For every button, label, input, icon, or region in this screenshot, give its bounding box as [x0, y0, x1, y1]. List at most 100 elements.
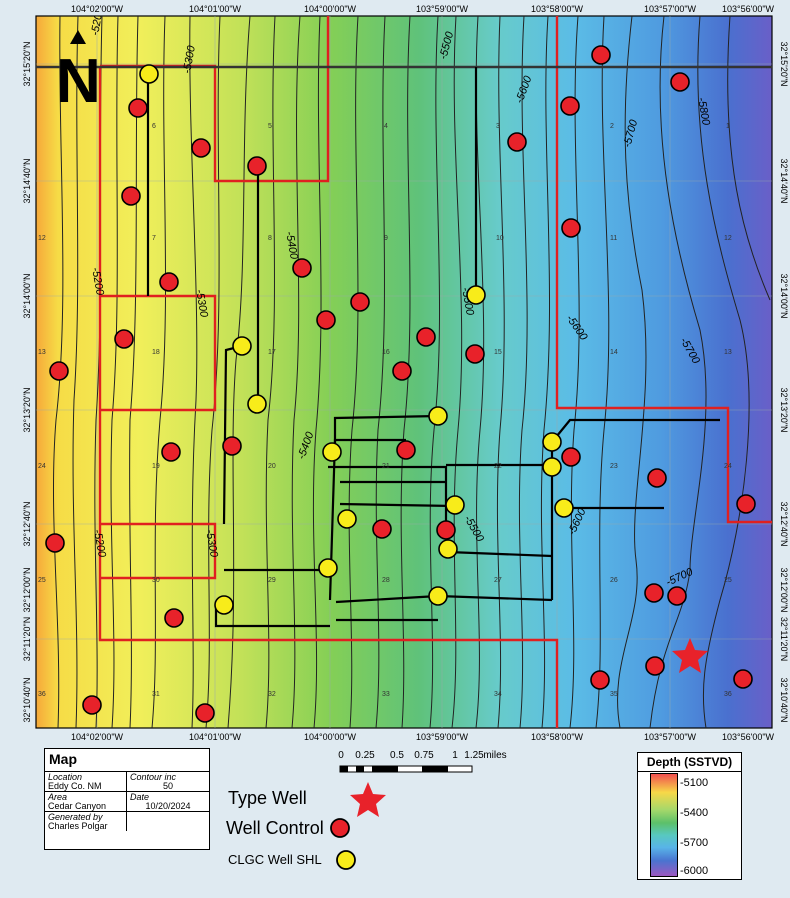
section-number: 30 — [152, 577, 160, 584]
depth-tick: -6000 — [680, 865, 709, 877]
depth-tick: -5400 — [680, 807, 709, 819]
svg-text:103°59'00"W: 103°59'00"W — [416, 732, 469, 742]
clgc-shl-marker — [139, 64, 159, 84]
section-number: 17 — [268, 349, 276, 356]
clgc-shl-marker — [542, 432, 562, 452]
legend-well-control-label: Well Control — [226, 818, 324, 838]
section-number: 12 — [38, 235, 46, 242]
svg-text:0.75: 0.75 — [414, 750, 434, 761]
well-control-marker — [128, 98, 148, 118]
section-number: 32 — [268, 691, 276, 698]
section-number: 14 — [610, 349, 618, 356]
depth-legend-title: Depth (SSTVD) — [638, 753, 741, 772]
well-control-marker — [114, 329, 134, 349]
well-control-marker — [591, 45, 611, 65]
svg-text:103°58'00"W: 103°58'00"W — [531, 4, 584, 14]
well-control-marker — [195, 703, 215, 723]
well-control-marker — [392, 361, 412, 381]
contour-label: -5200 — [89, 6, 106, 37]
contour-label: -5300 — [181, 44, 198, 75]
latitude-labels-left: 32°15'20"N 32°14'40"N 32°14'00"N 32°13'2… — [22, 41, 32, 722]
svg-text:32°10'40"N: 32°10'40"N — [779, 677, 789, 722]
well-control-marker — [670, 72, 690, 92]
svg-text:104°00'00"W: 104°00'00"W — [304, 4, 357, 14]
well-control-marker — [247, 156, 267, 176]
well-control-marker — [292, 258, 312, 278]
svg-text:32°14'40"N: 32°14'40"N — [779, 158, 789, 203]
svg-text:103°56'00"W: 103°56'00"W — [722, 732, 775, 742]
well-control-marker — [667, 586, 687, 606]
north-label: N — [56, 47, 101, 116]
well-control-marker — [507, 132, 527, 152]
well-control-marker — [465, 344, 485, 364]
legend-well-control-icon — [330, 818, 350, 838]
clgc-shl-marker — [438, 539, 458, 559]
svg-text:0.25: 0.25 — [355, 750, 375, 761]
title-block: Map Location Eddy Co. NM Contour inc 50 Ar… — [44, 748, 210, 850]
clgc-shl-marker — [318, 558, 338, 578]
clgc-shl-marker — [428, 586, 448, 606]
svg-text:103°57'00"W: 103°57'00"W — [644, 732, 697, 742]
section-number: 33 — [382, 691, 390, 698]
well-control-marker — [645, 656, 665, 676]
section-number: 29 — [268, 577, 276, 584]
svg-text:104°02'00"W: 104°02'00"W — [71, 732, 124, 742]
section-number: 7 — [152, 235, 156, 242]
svg-text:32°10'40"N: 32°10'40"N — [22, 677, 32, 722]
svg-text:32°14'00"N: 32°14'00"N — [22, 273, 32, 318]
well-control-marker — [561, 218, 581, 238]
svg-text:0: 0 — [338, 750, 344, 761]
svg-text:32°11'20"N: 32°11'20"N — [779, 617, 789, 661]
clgc-shl-marker — [214, 595, 234, 615]
section-number: 22 — [494, 463, 502, 470]
section-number: 26 — [610, 577, 618, 584]
well-control-marker — [561, 447, 581, 467]
clgc-shl-marker — [337, 509, 357, 529]
svg-text:103°58'00"W: 103°58'00"W — [531, 732, 584, 742]
well-control-marker — [736, 494, 756, 514]
well-control-marker — [644, 583, 664, 603]
well-control-marker — [590, 670, 610, 690]
section-number: 2 — [610, 123, 614, 130]
clgc-shl-marker — [322, 442, 342, 462]
svg-text:104°02'00"W: 104°02'00"W — [71, 4, 124, 14]
legend-clgc-shl-icon — [336, 850, 356, 870]
contour-label: -5300 — [193, 288, 210, 319]
well-control-marker — [161, 442, 181, 462]
well-control-marker — [436, 520, 456, 540]
svg-text:32°13'20"N: 32°13'20"N — [779, 387, 789, 432]
legend-clgc-shl-label: CLGC Well SHL — [228, 852, 322, 867]
clgc-shl-marker — [466, 285, 486, 305]
section-number: 24 — [724, 463, 732, 470]
well-control-marker — [416, 327, 436, 347]
depth-tick: -5700 — [680, 837, 709, 849]
section-number: 13 — [38, 349, 46, 356]
clgc-shl-marker — [445, 495, 465, 515]
section-number: 12 — [724, 235, 732, 242]
clgc-shl-markers — [139, 64, 574, 615]
svg-text:0.5: 0.5 — [390, 750, 404, 761]
well-control-marker — [159, 272, 179, 292]
svg-text:103°56'00"W: 103°56'00"W — [722, 4, 775, 14]
section-number: 11 — [610, 235, 617, 242]
well-control-marker — [164, 608, 184, 628]
depth-color-bar — [650, 773, 678, 877]
section-number: 27 — [494, 577, 502, 584]
well-laterals — [146, 67, 720, 628]
svg-text:32°12'40"N: 32°12'40"N — [22, 501, 32, 546]
svg-text:103°57'00"W: 103°57'00"W — [644, 4, 697, 14]
contour-label: -5800 — [695, 96, 712, 127]
well-control-marker — [82, 695, 102, 715]
well-control-marker — [49, 361, 69, 381]
latitude-labels-right: 32°15'20"N 32°14'40"N 32°14'00"N 32°13'2… — [779, 41, 789, 722]
section-number: 6 — [152, 123, 156, 130]
section-number: 35 — [610, 691, 618, 698]
well-control-marker — [733, 669, 753, 689]
svg-text:32°15'20"N: 32°15'20"N — [779, 41, 789, 86]
svg-text:32°12'00"N: 32°12'00"N — [779, 567, 789, 612]
svg-text:32°12'40"N: 32°12'40"N — [779, 501, 789, 546]
section-number: 8 — [268, 235, 272, 242]
svg-text:1.25: 1.25 — [464, 750, 484, 761]
svg-text:32°14'00"N: 32°14'00"N — [779, 273, 789, 318]
